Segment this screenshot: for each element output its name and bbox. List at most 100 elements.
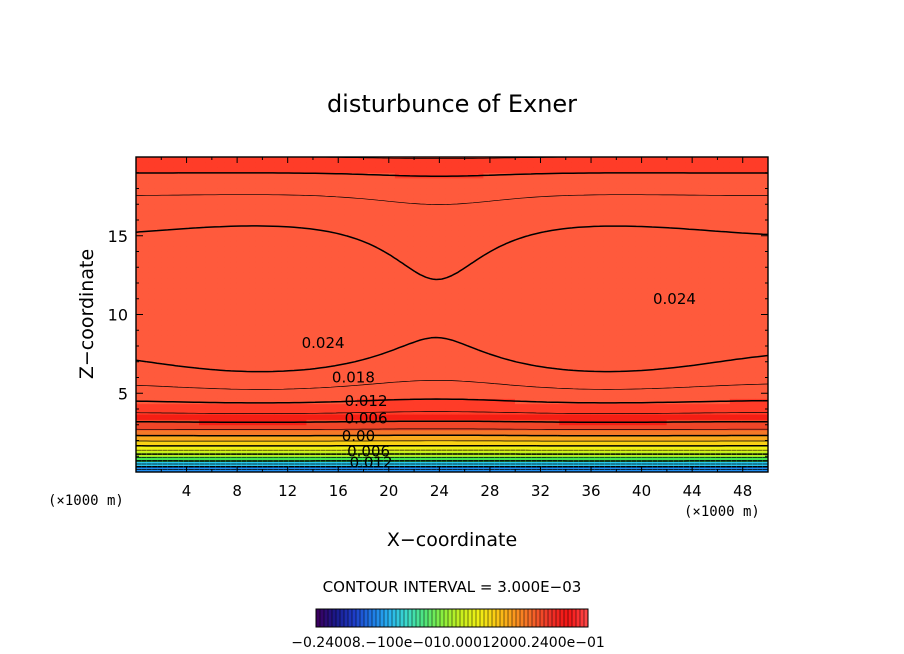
- field-cell: [243, 340, 251, 347]
- field-cell: [622, 445, 630, 452]
- field-cell: [142, 172, 150, 179]
- field-cell: [382, 340, 390, 347]
- field-cell: [344, 335, 352, 342]
- field-cell: [224, 377, 232, 384]
- field-cell: [306, 330, 314, 336]
- field-cell: [136, 219, 143, 226]
- field-cell: [161, 183, 168, 189]
- field-cell: [647, 345, 655, 352]
- field-cell: [217, 319, 225, 326]
- field-cell: [344, 293, 352, 300]
- field-cell: [230, 193, 238, 200]
- field-cell: [496, 225, 503, 231]
- field-cell: [420, 251, 428, 258]
- field-cell: [230, 456, 238, 462]
- field-cell: [350, 162, 358, 168]
- field-cell: [300, 345, 308, 352]
- field-cell: [445, 456, 453, 462]
- field-cell: [363, 345, 371, 352]
- field-cell: [249, 167, 257, 174]
- field-cell: [211, 256, 219, 263]
- field-cell: [382, 293, 390, 300]
- field-cell: [432, 288, 440, 294]
- field-cell: [451, 298, 459, 305]
- field-cell: [287, 424, 295, 431]
- field-cell: [565, 240, 573, 247]
- field-cell: [161, 172, 168, 179]
- field-cell: [142, 277, 150, 284]
- field-cell: [230, 235, 238, 242]
- field-cell: [432, 366, 440, 373]
- field-cell: [622, 356, 630, 363]
- field-cell: [616, 193, 624, 200]
- field-cell: [432, 356, 440, 363]
- field-cell: [224, 445, 232, 452]
- field-cell: [312, 382, 320, 389]
- field-cell: [515, 314, 522, 321]
- field-cell: [464, 377, 472, 384]
- field-cell: [496, 177, 503, 184]
- field-cell: [628, 240, 636, 247]
- field-cell: [483, 382, 491, 389]
- field-cell: [262, 314, 270, 321]
- field-cell: [552, 403, 560, 410]
- field-cell: [274, 330, 282, 336]
- field-cell: [590, 214, 598, 221]
- field-cell: [300, 261, 308, 268]
- field-cell: [167, 330, 175, 336]
- field-cell: [477, 272, 484, 279]
- field-cell: [477, 204, 484, 210]
- field-cell: [142, 225, 150, 231]
- field-cell: [148, 335, 156, 342]
- field-cell: [382, 282, 390, 289]
- field-cell: [578, 393, 586, 399]
- field-cell: [635, 414, 642, 420]
- field-cell: [407, 261, 415, 268]
- field-cell: [186, 230, 194, 237]
- field-cell: [230, 393, 238, 399]
- field-cell: [306, 277, 314, 284]
- field-cell: [401, 282, 409, 289]
- field-cell: [192, 440, 200, 447]
- field-cell: [363, 429, 371, 436]
- field-cell: [508, 288, 516, 294]
- field-cell: [552, 251, 560, 258]
- field-cell: [154, 393, 162, 399]
- field-cell: [255, 225, 263, 231]
- field-cell: [502, 183, 510, 189]
- field-cell: [388, 282, 396, 289]
- field-cell: [236, 240, 244, 247]
- field-cell: [464, 414, 472, 420]
- field-cell: [281, 351, 289, 357]
- field-cell: [268, 172, 276, 179]
- field-cell: [432, 298, 440, 305]
- field-cell: [521, 361, 529, 368]
- field-cell: [148, 157, 156, 163]
- field-cell: [375, 445, 383, 452]
- field-cell: [382, 419, 390, 426]
- field-cell: [527, 261, 535, 268]
- field-cell: [483, 293, 491, 300]
- field-cell: [432, 162, 440, 168]
- field-cell: [394, 188, 402, 195]
- field-cell: [489, 393, 497, 399]
- field-cell: [439, 298, 447, 305]
- field-cell: [654, 429, 661, 436]
- field-cell: [268, 235, 276, 242]
- field-cell: [641, 177, 649, 184]
- field-cell: [255, 209, 263, 216]
- field-cell: [382, 398, 390, 405]
- field-cell: [401, 188, 409, 195]
- field-cell: [552, 435, 560, 441]
- field-cell: [635, 403, 642, 410]
- field-cell: [217, 424, 225, 431]
- field-cell: [590, 382, 598, 389]
- field-cell: [546, 293, 554, 300]
- field-cell: [527, 230, 535, 237]
- field-cell: [154, 172, 162, 179]
- field-cell: [217, 309, 225, 315]
- field-cell: [603, 183, 611, 189]
- field-cell: [388, 456, 396, 462]
- field-cell: [350, 277, 358, 284]
- field-cell: [590, 330, 598, 336]
